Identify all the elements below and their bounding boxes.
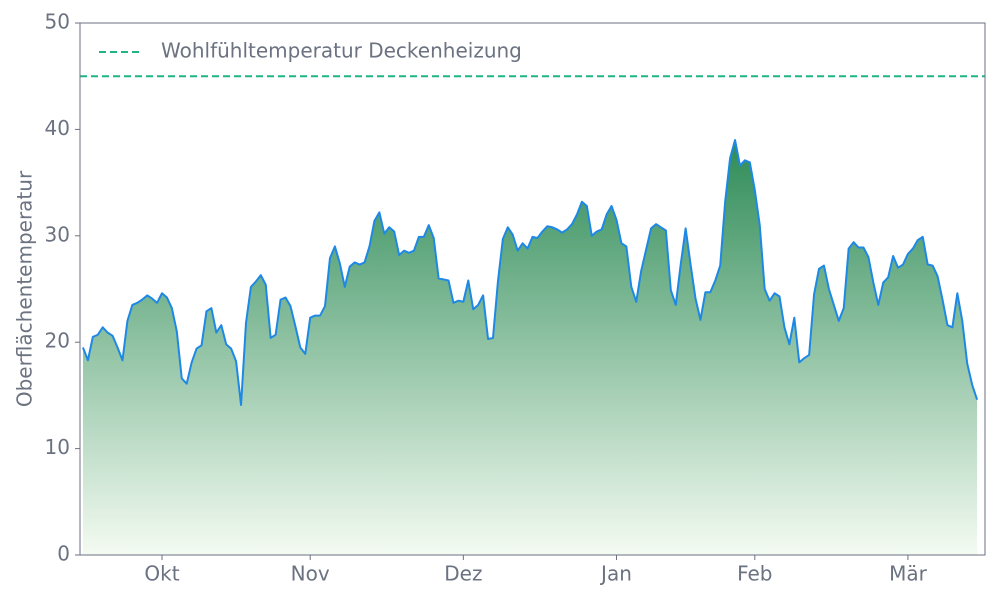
y-tick-label: 40 — [45, 116, 70, 140]
y-tick-label: 30 — [45, 222, 70, 246]
plot-frame — [79, 22, 986, 556]
x-tick-label: Nov — [291, 562, 330, 586]
legend-label: Wohlfühltemperatur Deckenheizung — [161, 39, 522, 63]
y-tick-label: 50 — [45, 10, 70, 34]
y-axis-label: Oberflächentemperatur — [13, 170, 37, 407]
x-tick-label: Jan — [599, 562, 632, 586]
y-tick-label: 0 — [57, 542, 70, 566]
y-tick-label: 10 — [45, 435, 70, 459]
x-tick-label: Mär — [889, 562, 928, 586]
x-tick-label: Dez — [444, 562, 482, 586]
x-tick-label: Feb — [737, 562, 772, 586]
y-tick-label: 20 — [45, 329, 70, 353]
x-tick-label: Okt — [144, 562, 179, 586]
area-fill — [82, 140, 978, 556]
data-line — [82, 139, 979, 406]
